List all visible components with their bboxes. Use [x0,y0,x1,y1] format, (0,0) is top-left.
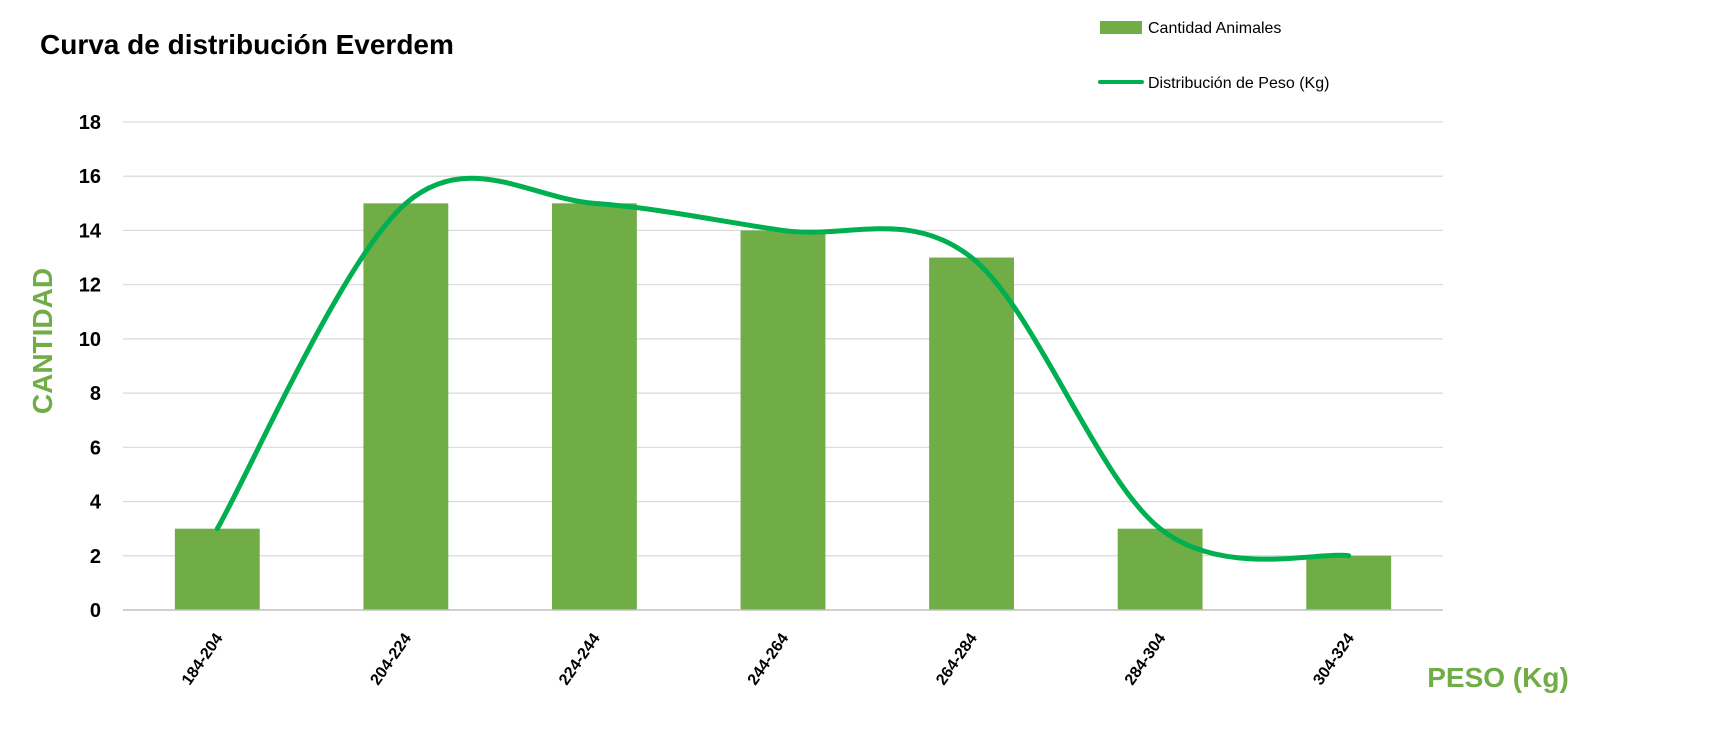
x-tick-label: 204-224 [368,630,416,688]
bar [740,230,826,610]
y-axis-ticks: 0 2 4 6 8 10 12 14 16 18 [79,112,102,622]
bar [1117,528,1203,610]
distribution-curve [214,175,1352,562]
bar-series [174,203,1392,611]
x-tick-label: 264-284 [933,630,981,688]
bar [1306,555,1392,610]
y-tick-label: 8 [90,383,101,405]
bar [929,257,1014,610]
x-tick-label: 224-244 [556,630,604,688]
bar [174,528,260,610]
x-tick-label: 304-324 [1310,630,1358,688]
bar [552,203,637,611]
legend-bar-swatch [1100,21,1142,34]
x-tick-label: 244-264 [745,630,793,688]
y-tick-label: 2 [90,546,101,568]
y-tick-label: 0 [90,600,101,622]
x-axis-title: PESO (Kg) [1427,662,1569,693]
legend-bar-label: Cantidad Animales [1148,20,1281,37]
y-tick-label: 10 [79,329,101,351]
line-series [214,175,1352,562]
bar [363,203,449,611]
y-tick-label: 16 [79,166,101,188]
y-tick-label: 18 [79,112,101,134]
y-tick-label: 14 [79,220,102,242]
legend-line-label: Distribución de Peso (Kg) [1148,75,1329,92]
legend: Cantidad Animales Distribución de Peso (… [1098,20,1329,92]
x-tick-label: 284-304 [1122,630,1170,688]
x-axis-ticks: 184-204 204-224 224-244 244-264 264-284 284-3… [179,630,1358,688]
y-tick-label: 6 [90,437,101,459]
chart-title: Curva de distribución Everdem [40,29,454,60]
y-axis-title: CANTIDAD [27,268,58,414]
x-tick-label: 184-204 [179,630,227,688]
y-tick-label: 4 [90,492,102,514]
y-tick-label: 12 [79,275,101,297]
